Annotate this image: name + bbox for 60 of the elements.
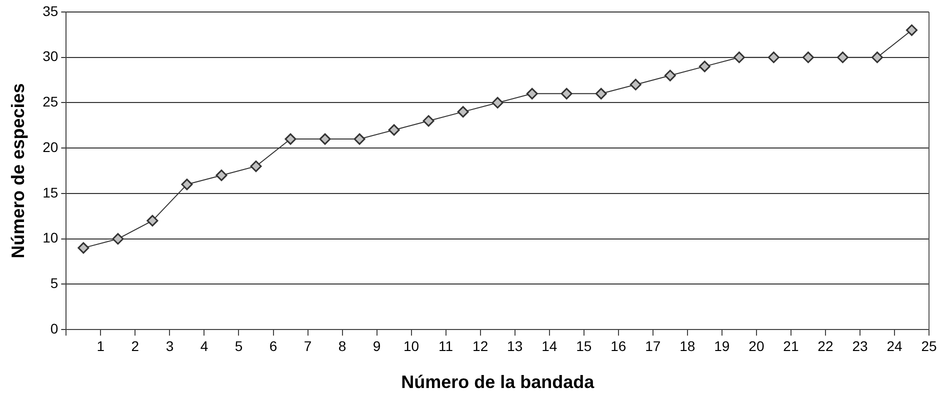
x-tick-label: 3: [166, 338, 174, 354]
y-tick-label: 0: [50, 320, 58, 336]
y-tick-label: 10: [42, 230, 58, 246]
y-axis-title: Número de especies: [8, 83, 28, 258]
x-tick-label: 25: [921, 338, 937, 354]
y-tick-label: 15: [42, 184, 58, 200]
x-tick-label: 10: [404, 338, 420, 354]
x-tick-label: 24: [886, 338, 902, 354]
x-tick-label: 5: [234, 338, 243, 354]
x-tick-label: 8: [338, 338, 346, 354]
y-tick-label: 35: [42, 2, 58, 19]
point: [698, 60, 710, 72]
point: [733, 52, 745, 64]
x-tick-label: 16: [610, 338, 626, 354]
point: [492, 96, 504, 108]
point: [871, 52, 883, 64]
x-tick-label: 2: [131, 338, 140, 354]
point: [78, 242, 90, 254]
point: [630, 78, 642, 90]
x-tick-label: 18: [680, 338, 696, 354]
x-tick-label: 7: [304, 338, 312, 354]
y-tick-label: 25: [42, 94, 58, 110]
point: [457, 106, 469, 118]
x-tick-label: 13: [507, 338, 523, 354]
point: [388, 124, 400, 136]
point: [836, 52, 848, 64]
point: [802, 52, 814, 64]
x-axis-title: Número de la bandada: [401, 372, 596, 392]
point: [146, 214, 158, 226]
x-tick-label: 20: [748, 338, 764, 354]
x-tick-label: 15: [576, 338, 592, 354]
point: [595, 88, 607, 100]
point: [768, 52, 780, 64]
point: [319, 133, 331, 145]
x-tick-label: 1: [96, 338, 105, 354]
point: [250, 160, 262, 172]
point: [181, 178, 193, 190]
x-tick-label: 21: [783, 338, 799, 354]
point: [354, 133, 366, 145]
x-tick-label: 4: [200, 338, 208, 354]
x-tick-label: 22: [818, 338, 834, 354]
x-tick-label: 11: [438, 338, 454, 354]
point: [284, 133, 296, 145]
point: [216, 170, 228, 182]
point: [664, 70, 676, 82]
x-tick-label: 23: [852, 338, 868, 354]
point: [112, 233, 124, 245]
x-tick-label: 14: [542, 338, 558, 354]
x-tick-label: 17: [645, 338, 661, 354]
y-tick-label: 5: [50, 275, 58, 292]
point: [906, 24, 918, 36]
y-tick-label: 20: [42, 138, 58, 155]
x-tick-label: 19: [714, 338, 730, 354]
point: [526, 88, 538, 100]
x-tick-label: 12: [472, 338, 488, 354]
point: [422, 115, 434, 127]
y-tick-label: 30: [42, 48, 58, 64]
x-tick-label: 6: [269, 338, 278, 354]
point: [560, 88, 572, 100]
x-tick-label: 9: [372, 338, 381, 354]
